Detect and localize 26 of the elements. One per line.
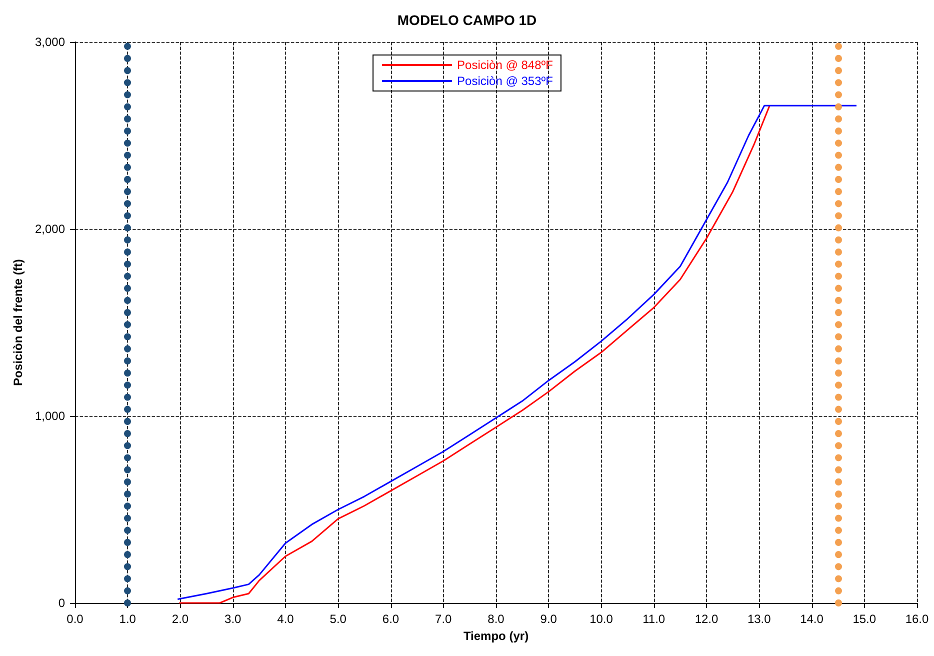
x-tick-label: 14.0 [800,612,824,626]
x-tick-label: 1.0 [119,612,136,626]
x-tick-label: 4.0 [277,612,294,626]
text: Posiciòn @ 353ºF [457,74,553,88]
x-tick-label: 0.0 [66,612,84,626]
x-tick-label: 6.0 [382,612,400,626]
x-tick-label: 7.0 [435,612,452,626]
x-tick-label: 11.0 [642,612,666,626]
x-axis-title: Tiempo (yr) [463,628,529,643]
x-tick-label: 9.0 [540,612,558,626]
x-tick-label: 8.0 [488,612,505,626]
y-tick-label: 0 [58,596,66,610]
x-tick-label: 15.0 [852,612,876,626]
text: Posiciòn @ 848ºF [457,58,553,72]
x-tick-label: 3.0 [224,612,242,626]
x-tick-label: 2.0 [172,612,189,626]
y-tick-label: 3,000 [34,35,66,49]
y-tick-label: 2,000 [34,222,66,236]
x-tick-label: 12.0 [694,612,718,626]
x-tick-label: 5.0 [330,612,347,626]
y-axis-title: Posiciòn del frente (ft) [11,259,26,386]
y-tick-label: 1,000 [34,409,66,423]
x-tick-label: 13.0 [747,612,772,626]
x-tick-label: 16.0 [905,612,929,626]
chart-title: MODELO CAMPO 1D [397,12,537,28]
x-tick-label: 10.0 [590,612,614,626]
